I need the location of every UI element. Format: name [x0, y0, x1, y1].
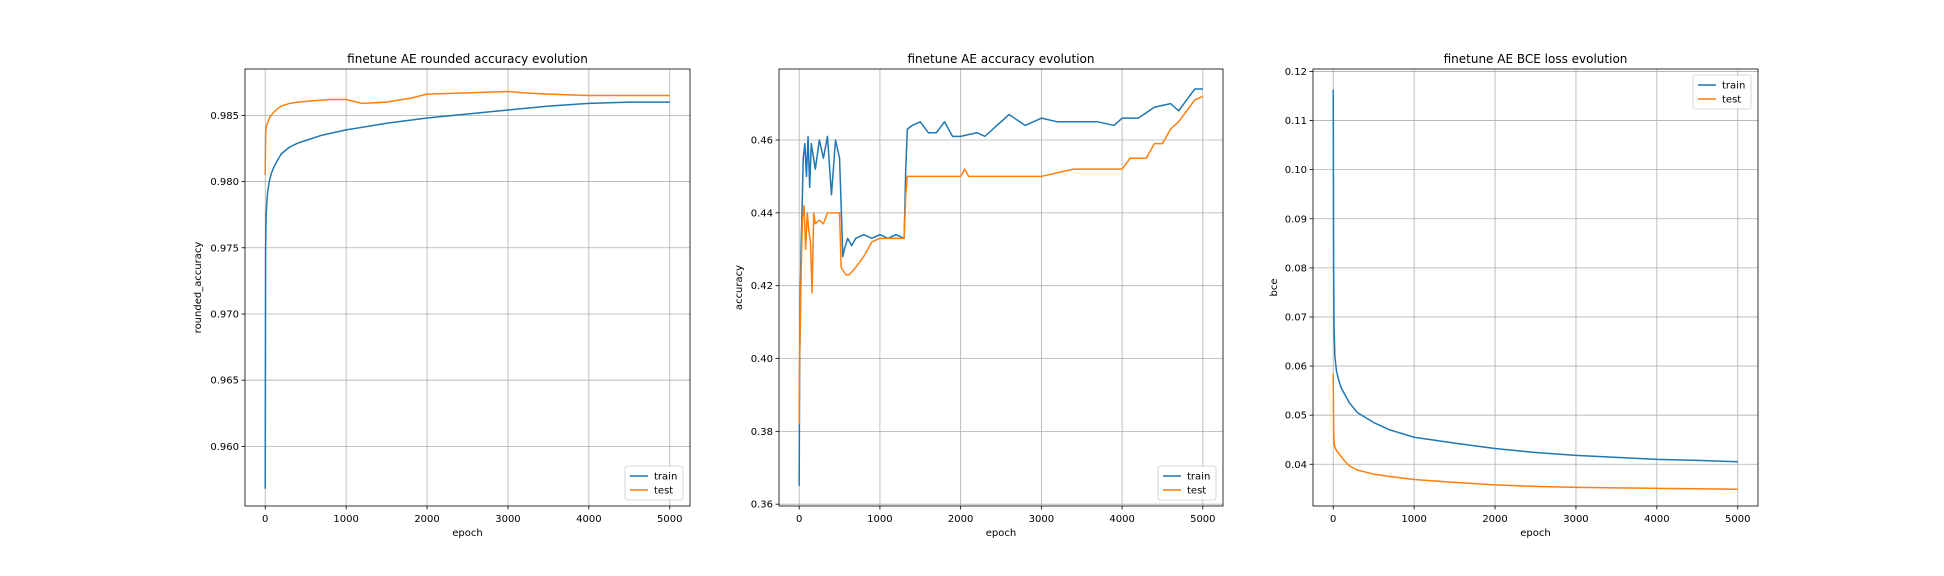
x-tick-label: 1000	[1401, 514, 1426, 525]
x-tick-label: 0	[262, 514, 268, 525]
y-tick-label: 0.07	[1285, 312, 1307, 323]
legend: train test	[624, 465, 684, 501]
grid	[779, 69, 1223, 506]
x-tick-label: 1000	[333, 514, 358, 525]
y-tick-label: 0.985	[210, 111, 239, 122]
x-tick-label: 5000	[1190, 514, 1215, 525]
x-axis-label: epoch	[986, 528, 1016, 539]
y-tick-label: 0.970	[210, 309, 239, 320]
x-tick-label: 4000	[1109, 514, 1134, 525]
series-line-test	[798, 95, 1204, 425]
series-line-train	[1332, 89, 1738, 463]
plot-area	[264, 90, 670, 489]
x-tick-label: 0	[1330, 514, 1336, 525]
y-tick-label: 0.980	[210, 177, 239, 188]
chart-2: 0 1000 2000 3000 4000 5000 0.36 0.38 0.40 0.42 0.4…	[734, 52, 1224, 539]
y-axis-label: accuracy	[734, 265, 745, 310]
y-tick-label: 0.36	[751, 500, 773, 511]
series-line-test	[1332, 373, 1738, 491]
x-tick-label: 4000	[576, 514, 601, 525]
y-axis-label: bce	[1269, 279, 1280, 297]
x-tick-label: 2000	[1482, 514, 1507, 525]
x-tick-label: 3000	[1563, 514, 1588, 525]
legend: train test	[1157, 465, 1217, 501]
x-axis-label: epoch	[452, 528, 482, 539]
x-tick-label: 3000	[495, 514, 520, 525]
legend-label-test: test	[1722, 95, 1741, 106]
x-tick-label: 2000	[948, 514, 973, 525]
series-line-test	[264, 90, 670, 175]
y-tick-label: 0.04	[1285, 460, 1307, 471]
legend-box	[1157, 465, 1217, 501]
grid	[1313, 69, 1758, 506]
y-tick-label: 0.10	[1285, 165, 1307, 176]
x-tick-label: 1000	[867, 514, 892, 525]
axes-frame	[244, 68, 691, 507]
legend-box	[1692, 74, 1752, 110]
y-tick-label: 0.975	[210, 243, 239, 254]
legend-label-train: train	[1722, 81, 1745, 92]
x-tick-label: 0	[796, 514, 802, 525]
axes-frame	[778, 68, 1224, 507]
y-tick-label: 0.40	[751, 354, 773, 365]
chart-title: finetune AE BCE loss evolution	[1444, 52, 1628, 66]
legend-label-train: train	[654, 472, 677, 483]
legend-label-train: train	[1187, 472, 1210, 483]
x-tick-label: 2000	[414, 514, 439, 525]
legend-box	[624, 465, 684, 501]
y-tick-label: 0.09	[1285, 214, 1307, 225]
x-tick-label: 3000	[1029, 514, 1054, 525]
y-tick-label: 0.08	[1285, 263, 1307, 274]
grid	[245, 69, 690, 506]
plot-area	[1332, 89, 1738, 491]
series-line-train	[798, 88, 1203, 486]
y-tick-label: 0.960	[210, 442, 239, 453]
y-tick-label: 0.46	[751, 136, 773, 147]
y-tick-label: 0.42	[751, 281, 773, 292]
x-tick-label: 5000	[657, 514, 682, 525]
y-tick-label: 0.965	[210, 376, 239, 387]
chart-3: 0 1000 2000 3000 4000 5000 0.04 0.05 0.06 0.07 0.0…	[1269, 52, 1759, 539]
y-tick-label: 0.38	[751, 427, 773, 438]
y-tick-label: 0.06	[1285, 362, 1307, 373]
chart-1: 0 1000 2000 3000 4000 5000 0.960 0.965 0.970 0.97…	[193, 52, 691, 539]
chart-title: finetune AE rounded accuracy evolution	[347, 52, 588, 66]
legend-label-test: test	[1187, 486, 1206, 497]
axes-frame	[1312, 68, 1759, 507]
y-tick-label: 0.11	[1285, 116, 1307, 127]
y-tick-label: 0.05	[1285, 411, 1307, 422]
chart-title: finetune AE accuracy evolution	[908, 52, 1095, 66]
plot-area	[798, 88, 1204, 486]
legend: train test	[1692, 74, 1752, 110]
y-tick-label: 0.44	[751, 208, 773, 219]
charts: 0 1000 2000 3000 4000 5000 0.960 0.965 0.970 0.97…	[193, 52, 1759, 539]
series-line-train	[264, 101, 670, 489]
x-tick-label: 5000	[1725, 514, 1750, 525]
y-axis-label: rounded_accuracy	[193, 242, 204, 334]
x-axis-label: epoch	[1520, 528, 1550, 539]
legend-label-test: test	[654, 486, 673, 497]
x-tick-label: 4000	[1644, 514, 1669, 525]
y-tick-label: 0.12	[1285, 67, 1307, 78]
